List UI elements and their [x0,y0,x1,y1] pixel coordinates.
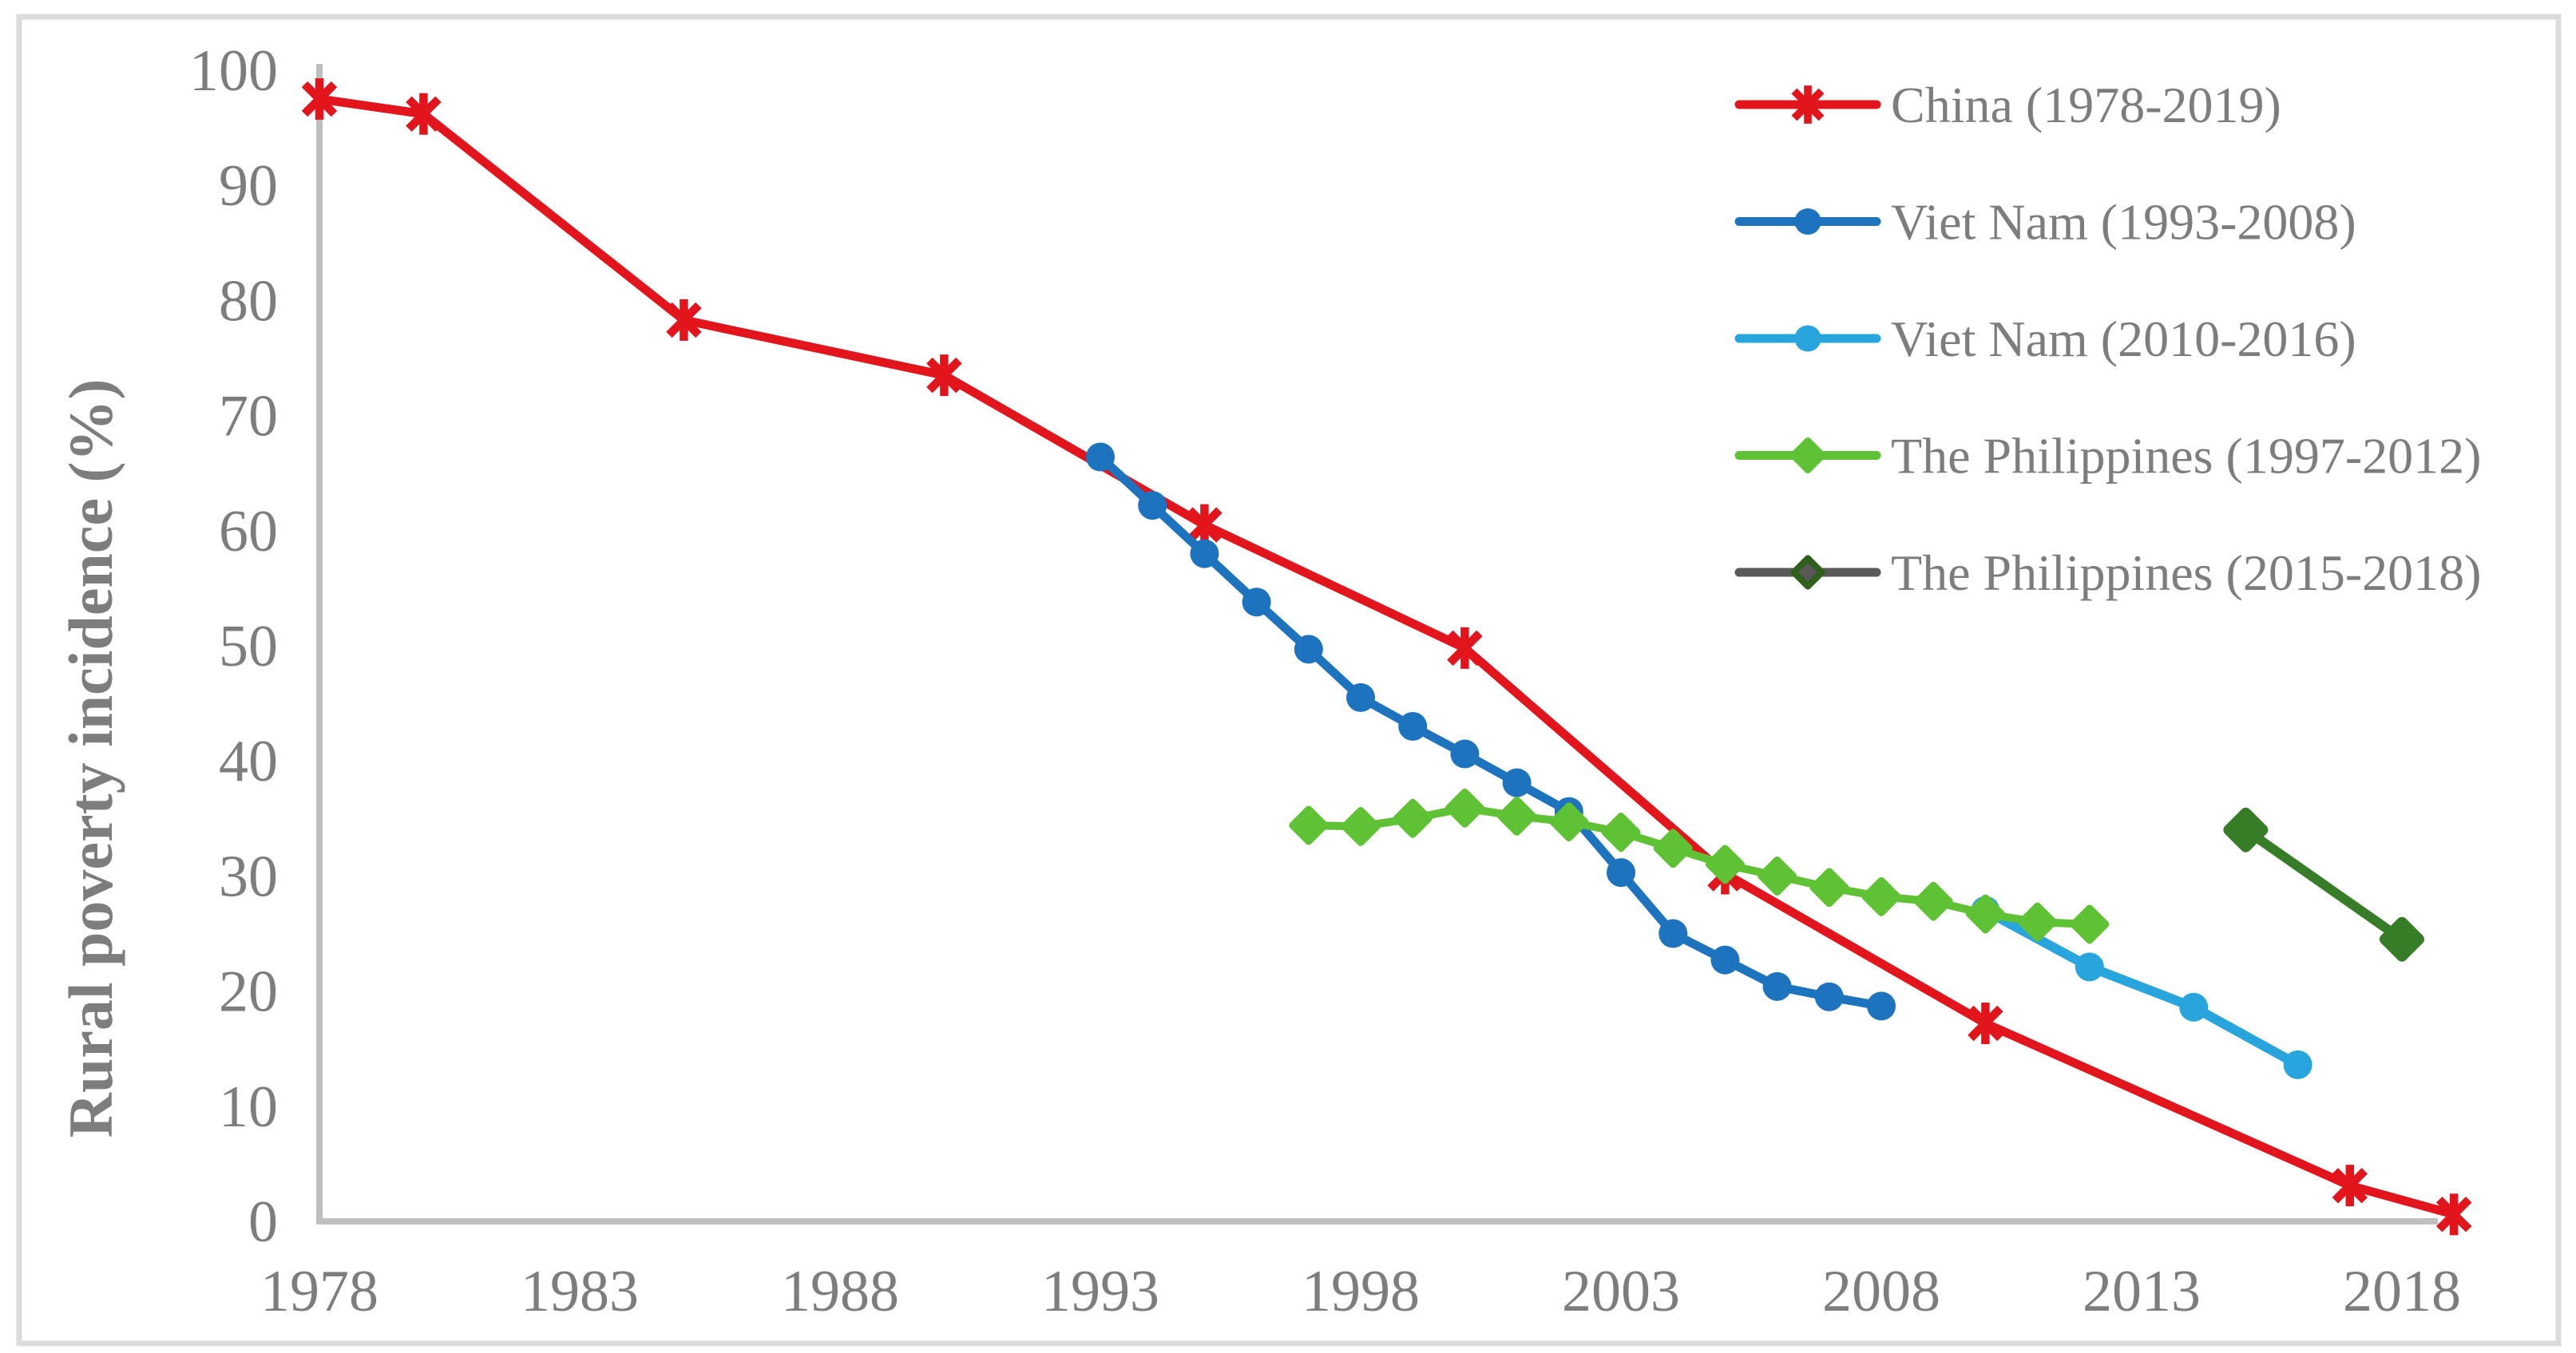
data-point-marker [1190,539,1219,568]
series-line [1096,453,1886,1011]
x-tick-label: 1993 [1041,1259,1159,1324]
data-point-marker [666,299,702,341]
data-point-marker [926,354,962,397]
y-tick-label: 40 [219,729,278,794]
legend-item: Viet Nam (1993-2008) [1734,194,2356,251]
data-point-marker [1398,711,1428,741]
legend-label: Viet Nam (2010-2016) [1891,311,2356,367]
data-point-marker [2332,1165,2368,1207]
series-the-philippines-1997-2012 [1289,788,2110,944]
data-point-marker [2380,916,2424,962]
data-point-marker [1242,587,1271,617]
data-point-marker [1346,682,1375,712]
data-point-marker [1289,805,1329,845]
y-tick-label: 0 [248,1189,278,1255]
data-point-marker [1710,945,1740,975]
data-point-marker [1393,798,1433,838]
series-viet-nam-1993-2008 [1086,442,1896,1021]
legend-label: China (1978-2019) [1891,77,2281,133]
data-point-marker [1814,982,1844,1011]
series-the-philippines-2015-2018 [2223,807,2424,962]
y-tick-label: 60 [219,499,278,564]
series-line [315,94,2459,1219]
data-point-marker [2283,1050,2312,1079]
data-point-marker [1762,971,1792,1001]
data-point-marker [1187,504,1223,546]
legend-item: Viet Nam (2010-2016) [1734,311,2356,367]
series-line [2241,825,2407,944]
x-tick-label: 1988 [781,1259,899,1324]
series-line [1304,804,2094,928]
x-tick-label: 2003 [1562,1259,1680,1324]
data-point-marker [1659,919,1688,948]
data-point-marker [1705,845,1745,884]
legend-marker-diamond-outline-icon [1790,555,1825,590]
x-tick-label: 2013 [2083,1259,2201,1324]
data-point-marker [1341,806,1381,846]
y-tick-label: 10 [219,1074,278,1140]
legend-marker-asterisk-icon [1791,85,1825,124]
data-point-marker [1809,868,1849,908]
data-point-marker [1447,627,1483,669]
x-tick-label: 1978 [260,1259,378,1324]
legend-marker-circle-icon [1794,325,1821,352]
data-point-marker [1294,635,1323,664]
y-tick-label: 90 [219,153,278,219]
y-axis-title: Rural poverty incidence (%) [56,378,125,1137]
legend-label: The Philippines (2015-2018) [1891,544,2481,601]
data-point-marker [2075,952,2104,982]
data-point-marker [1965,894,2005,934]
series-china-1978-2019 [301,78,2472,1236]
y-tick-label: 30 [219,844,278,909]
legend-label: The Philippines (1997-2012) [1891,428,2481,485]
figure-border [16,14,2562,1347]
data-point-marker [1607,858,1635,888]
data-point-marker [1861,876,1901,916]
legend-item: China (1978-2019) [1734,77,2281,133]
legend-item: The Philippines (1997-2012) [1734,428,2481,485]
data-point-marker [1086,442,1115,472]
x-tick-label: 2018 [2343,1259,2461,1324]
y-tick-label: 80 [219,268,278,334]
legend-label: Viet Nam (1993-2008) [1891,194,2356,251]
data-point-marker [1758,856,1797,896]
y-tick-label: 70 [219,384,278,449]
data-point-marker [301,78,338,121]
data-point-marker [1913,881,1953,921]
y-tick-label: 100 [189,38,278,104]
data-point-marker [1549,802,1589,842]
data-point-marker [1450,739,1480,769]
x-tick-label: 1983 [521,1259,639,1324]
data-point-marker [1968,1002,2003,1044]
data-point-marker [2179,992,2209,1022]
data-point-marker [1445,788,1484,828]
data-point-marker [1138,491,1167,520]
data-point-marker [1653,829,1693,868]
x-tick-label: 2008 [1822,1259,1940,1324]
data-point-marker [2223,807,2269,853]
data-point-marker [1502,768,1532,797]
data-point-marker [2070,904,2110,944]
data-point-marker [1497,796,1537,836]
y-tick-label: 50 [219,614,278,679]
legend: China (1978-2019) Viet Nam (1993-2008) Vie… [1734,77,2481,601]
y-tick-label: 20 [219,959,278,1025]
x-tick-label: 1998 [1302,1259,1420,1324]
legend-marker-circle-icon [1794,208,1821,235]
data-point-marker [1601,813,1641,853]
data-point-marker [406,93,442,135]
legend-item: The Philippines (2015-2018) [1734,544,2481,601]
legend-marker-diamond-icon [1789,437,1826,474]
data-point-marker [1867,991,1896,1021]
data-point-marker [2435,1193,2472,1236]
data-point-marker [2018,902,2058,942]
